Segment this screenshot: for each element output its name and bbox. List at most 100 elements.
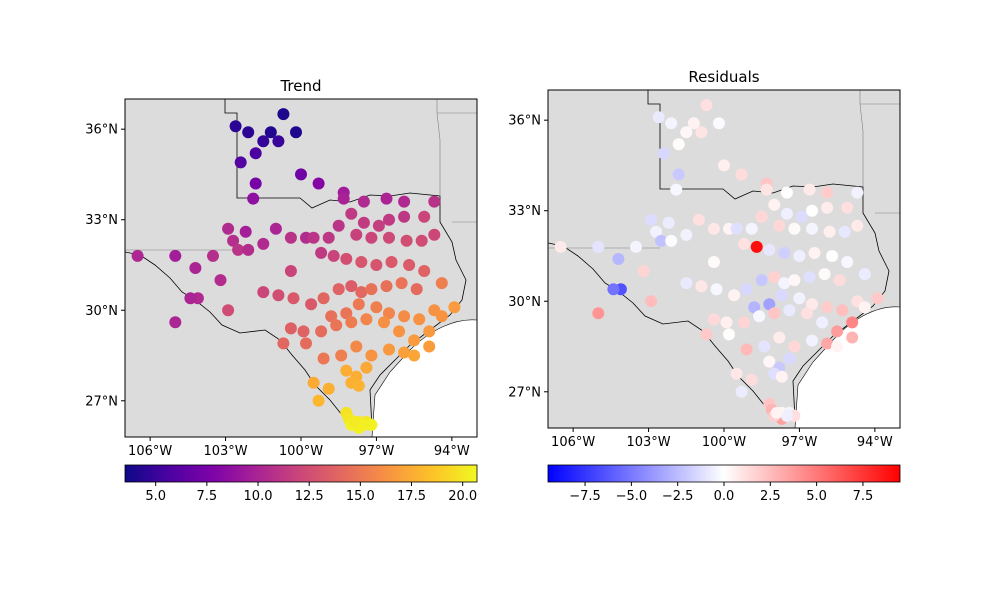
station-point	[423, 325, 436, 338]
station-point	[355, 256, 368, 268]
station-point	[423, 340, 436, 353]
station-point	[713, 117, 725, 130]
station-point	[380, 280, 393, 293]
residual-points	[554, 99, 884, 425]
station-point	[665, 234, 678, 247]
station-point	[400, 234, 413, 247]
station-point	[818, 268, 831, 281]
station-point	[775, 370, 788, 383]
station-point	[330, 319, 343, 332]
station-point	[770, 406, 783, 419]
station-point	[846, 331, 859, 344]
station-point	[740, 343, 753, 356]
station-point	[322, 231, 335, 244]
station-point	[332, 283, 345, 296]
station-point	[763, 298, 776, 311]
station-point	[184, 292, 197, 305]
station-point	[352, 379, 365, 392]
y-tick-label: 30°N	[508, 295, 541, 310]
station-point	[403, 259, 416, 271]
station-point	[816, 316, 829, 329]
station-point	[234, 156, 247, 169]
y-tick-label: 36°N	[508, 114, 541, 129]
station-point	[670, 183, 683, 196]
station-point	[448, 301, 461, 314]
station-point	[315, 325, 328, 338]
station-point	[612, 253, 625, 265]
station-point	[257, 135, 270, 148]
station-point	[793, 292, 806, 305]
station-point	[370, 259, 383, 271]
station-point	[428, 195, 441, 208]
x-tick-label: 106°W	[551, 435, 595, 450]
residuals-panel: Residuals 106°W 103°W 100°W 97°W 94°W 27°N 30…	[508, 68, 901, 504]
station-point	[345, 316, 358, 329]
station-point	[592, 240, 605, 253]
station-point	[695, 280, 708, 293]
station-point	[357, 195, 370, 208]
station-point	[284, 265, 297, 277]
station-point	[435, 310, 448, 323]
station-point	[214, 274, 227, 287]
station-point	[287, 292, 300, 305]
station-point	[335, 349, 348, 362]
colorbar-tick-label: 7.5	[853, 489, 874, 504]
station-point	[257, 237, 270, 250]
station-point	[783, 352, 796, 365]
station-point	[347, 415, 360, 428]
station-point	[360, 313, 373, 326]
station-point	[821, 186, 834, 199]
station-point	[312, 177, 325, 190]
station-point	[851, 219, 864, 232]
station-point	[833, 274, 846, 287]
station-point	[355, 286, 368, 299]
station-point	[242, 126, 255, 139]
station-point	[768, 307, 781, 320]
station-point	[277, 337, 290, 350]
station-point	[630, 240, 642, 253]
station-point	[307, 231, 320, 244]
station-point	[332, 219, 345, 232]
station-point	[370, 301, 383, 314]
residuals-y-ticks: 27°N 30°N 33°N 36°N	[508, 114, 548, 400]
station-point	[272, 289, 285, 302]
station-point	[841, 256, 854, 268]
x-tick-label: 103°W	[626, 435, 670, 450]
trend-panel: Trend 106°W 103°W 100°W 97°W 94°W 27°N 30°N 33…	[85, 77, 478, 504]
station-point	[657, 147, 670, 160]
station-point	[680, 277, 693, 290]
station-point	[740, 283, 753, 296]
station-point	[841, 201, 854, 214]
station-point	[665, 117, 678, 130]
y-tick-label: 33°N	[508, 204, 541, 219]
station-point	[851, 186, 864, 199]
station-point	[748, 301, 761, 314]
station-point	[277, 108, 290, 121]
station-point	[222, 222, 235, 235]
residuals-x-ticks: 106°W 103°W 100°W 97°W 94°W	[551, 428, 893, 450]
station-point	[806, 334, 818, 347]
station-point	[745, 222, 758, 235]
station-point	[730, 367, 743, 380]
station-point	[788, 274, 801, 287]
station-point	[788, 340, 801, 353]
station-point	[352, 298, 365, 311]
station-point	[680, 126, 693, 139]
y-tick-label: 27°N	[85, 394, 118, 409]
station-point	[763, 355, 776, 368]
x-tick-label: 100°W	[279, 444, 323, 459]
colorbar-tick-label: 7.5	[197, 489, 218, 504]
trend-y-ticks: 27°N 30°N 33°N 36°N	[85, 123, 125, 409]
station-point	[249, 177, 262, 190]
y-tick-label: 33°N	[85, 213, 118, 228]
colorbar-tick-label: 5.0	[145, 489, 166, 504]
x-tick-label: 100°W	[702, 435, 746, 450]
station-point	[312, 394, 325, 407]
x-tick-label: 103°W	[203, 444, 247, 459]
station-point	[393, 325, 406, 338]
residuals-map	[548, 90, 900, 428]
x-tick-label: 106°W	[128, 444, 172, 459]
station-point	[793, 250, 806, 262]
station-point	[821, 301, 834, 314]
